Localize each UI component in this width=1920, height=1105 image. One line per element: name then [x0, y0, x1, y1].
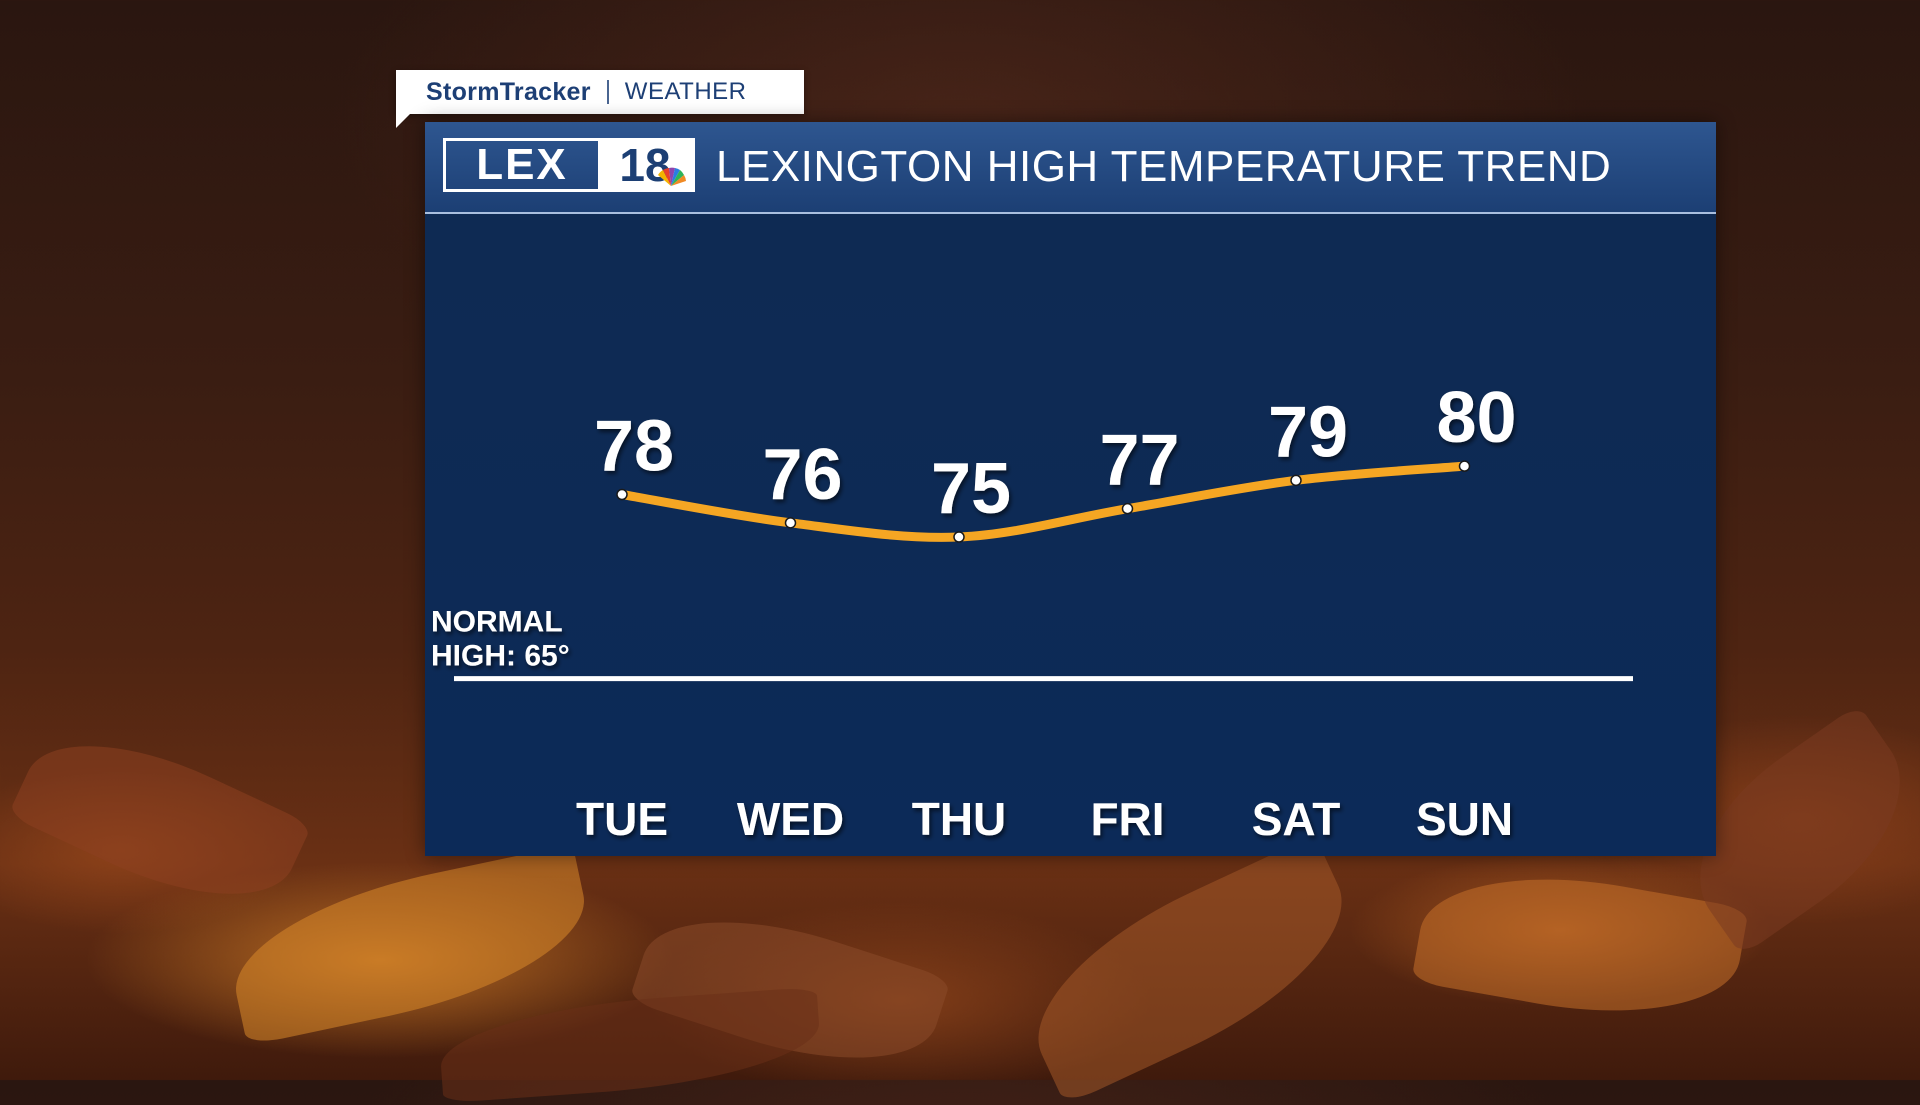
- data-point-thu: [953, 531, 965, 543]
- temp-label-sat: 79: [1268, 392, 1348, 472]
- day-label-tue: TUE: [576, 793, 668, 845]
- data-point-wed: [784, 517, 797, 529]
- logo-number-box: 18: [598, 139, 692, 191]
- background-leaf: [7, 706, 313, 934]
- logo-text: LEX: [476, 140, 568, 189]
- background-leaf: [437, 986, 823, 1104]
- data-point-sun: [1458, 460, 1471, 472]
- tag-divider: [606, 80, 609, 104]
- trend-line: [617, 461, 1469, 542]
- day-label-thu: THU: [912, 793, 1007, 845]
- weather-label: WEATHER: [624, 78, 747, 105]
- stormtracker-label: StormTracker: [426, 77, 591, 106]
- day-label-sat: SAT: [1252, 793, 1341, 845]
- temp-label-fri: 77: [1099, 421, 1179, 501]
- peacock-icon: [658, 167, 686, 186]
- temp-label-wed: 76: [762, 435, 842, 515]
- day-label-sun: SUN: [1416, 793, 1513, 845]
- data-point-tue: [616, 488, 628, 501]
- title-bar: LEX 18 LEXINGTON HIGH TEMPERATURE TREND: [425, 122, 1716, 214]
- day-label-wed: WED: [737, 793, 844, 845]
- chart-panel: LEX 18 LEXINGTON HIGH TEMPERATURE TREND: [425, 122, 1716, 856]
- background-leaf: [1006, 834, 1374, 1105]
- stormtracker-weather-tag: StormTracker WEATHER: [396, 70, 804, 128]
- temp-label-thu: 75: [931, 449, 1011, 529]
- temp-label-tue: 78: [594, 407, 674, 487]
- chart-title: LEXINGTON HIGH TEMPERATURE TREND: [716, 142, 1612, 191]
- data-point-sat: [1290, 474, 1302, 487]
- normal-high-label-line1: NORMAL: [431, 606, 563, 639]
- lex18-logo: LEX 18: [443, 138, 695, 192]
- normal-high-label-line2: HIGH: 65°: [431, 640, 570, 673]
- temp-label-sun: 80: [1436, 378, 1516, 458]
- data-point-fri: [1121, 502, 1134, 515]
- tag-pointer: [396, 114, 410, 128]
- logo-number: 18: [619, 139, 671, 191]
- background-leaf: [1411, 853, 1749, 1037]
- day-label-fri: FRI: [1090, 793, 1164, 845]
